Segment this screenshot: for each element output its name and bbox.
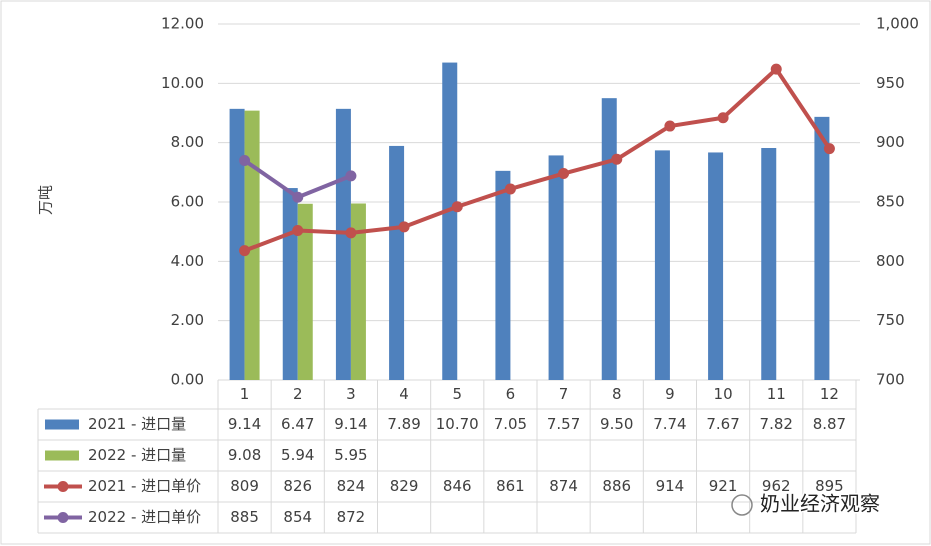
table-value: 962 (762, 477, 791, 495)
table-value: 861 (496, 477, 525, 495)
line-point (558, 168, 570, 180)
line-point (345, 170, 357, 182)
bar (548, 155, 564, 380)
line-point (770, 63, 782, 75)
y-tick-label: 12.00 (161, 15, 204, 33)
x-tick-label: 10 (714, 385, 733, 403)
y2-tick-label: 900 (876, 133, 905, 151)
y-tick-label: 4.00 (171, 252, 204, 270)
legend-key (45, 450, 79, 461)
table-value: 9.14 (228, 415, 261, 433)
table-value: 7.57 (547, 415, 580, 433)
bar (495, 170, 511, 380)
y-tick-label: 0.00 (171, 371, 204, 389)
line-point (451, 201, 463, 213)
table-value: 9.08 (228, 446, 261, 464)
bar (601, 98, 617, 381)
y-tick-label: 6.00 (171, 193, 204, 211)
table-value: 872 (337, 508, 366, 526)
line-point (239, 245, 251, 257)
x-tick-label: 4 (399, 385, 409, 403)
table-value: 10.70 (436, 415, 479, 433)
table-value: 826 (283, 477, 312, 495)
y2-tick-label: 850 (876, 193, 905, 211)
table-value: 9.50 (600, 415, 633, 433)
y2-tick-label: 700 (876, 371, 905, 389)
bar (442, 62, 458, 381)
table-value: 874 (549, 477, 578, 495)
bar (389, 145, 405, 380)
line-point (504, 183, 516, 195)
line-point (664, 120, 676, 132)
table-value: 8.87 (813, 415, 846, 433)
table-value: 7.05 (494, 415, 527, 433)
table-value: 5.94 (281, 446, 314, 464)
x-tick-label: 7 (559, 385, 569, 403)
y-axis-label: 万吨 (37, 185, 55, 215)
table-value: 7.67 (706, 415, 739, 433)
legend-key (57, 481, 69, 492)
table-value: 7.74 (653, 415, 686, 433)
bar (297, 203, 313, 380)
x-tick-label: 5 (452, 385, 462, 403)
table-value: 9.14 (334, 415, 367, 433)
line-point (292, 191, 304, 203)
table-value: 5.95 (334, 446, 367, 464)
x-tick-label: 12 (820, 385, 839, 403)
legend-label: 2022 - 进口单价 (88, 508, 201, 526)
legend-label: 2021 - 进口量 (88, 415, 186, 433)
table-value: 7.89 (387, 415, 420, 433)
bar (229, 108, 245, 380)
table-value: 7.82 (760, 415, 793, 433)
line-point (398, 221, 410, 233)
bar (244, 110, 260, 381)
bar (654, 150, 670, 380)
table-value: 846 (443, 477, 472, 495)
watermark-icon (731, 494, 753, 516)
bar (282, 188, 298, 380)
table-value: 914 (656, 477, 685, 495)
x-tick-label: 9 (665, 385, 675, 403)
line (243, 67, 832, 253)
table-value: 895 (815, 477, 844, 495)
x-tick-label: 3 (346, 385, 356, 403)
x-tick-label: 8 (612, 385, 622, 403)
x-tick-label: 1 (240, 385, 250, 403)
y2-tick-label: 1,000 (876, 15, 919, 33)
line-point (292, 224, 304, 236)
line-point (239, 154, 251, 166)
y2-tick-label: 750 (876, 311, 905, 329)
y-tick-label: 8.00 (171, 133, 204, 151)
watermark: 奶业经济观察 (760, 492, 880, 516)
table-value: 854 (283, 508, 312, 526)
table-value: 885 (230, 508, 259, 526)
y2-tick-label: 800 (876, 252, 905, 270)
x-tick-label: 2 (293, 385, 303, 403)
legend-label: 2022 - 进口量 (88, 446, 186, 464)
y-tick-label: 10.00 (161, 74, 204, 92)
legend-label: 2021 - 进口单价 (88, 477, 201, 495)
y-tick-label: 2.00 (171, 311, 204, 329)
table-value: 829 (390, 477, 419, 495)
line-point (823, 143, 835, 155)
legend-key (57, 512, 69, 523)
table-value: 809 (230, 477, 259, 495)
x-tick-label: 11 (767, 385, 786, 403)
line-point (717, 112, 729, 124)
bar (350, 203, 366, 380)
table-value: 824 (337, 477, 366, 495)
line-point (345, 227, 357, 239)
bar (335, 108, 351, 380)
table-value: 886 (602, 477, 631, 495)
bar (814, 116, 830, 381)
bar (761, 148, 777, 380)
x-tick-label: 6 (506, 385, 516, 403)
table-value: 6.47 (281, 415, 314, 433)
bar (708, 152, 724, 380)
y2-tick-label: 950 (876, 74, 905, 92)
table-value: 921 (709, 477, 738, 495)
legend-key (45, 419, 79, 430)
line-point (611, 153, 623, 165)
